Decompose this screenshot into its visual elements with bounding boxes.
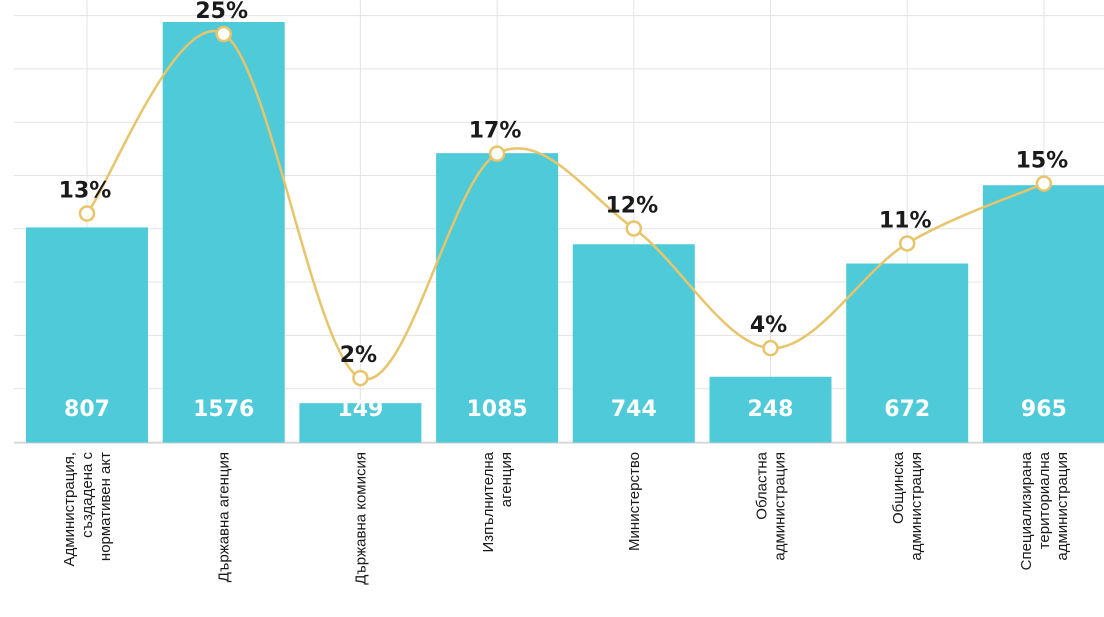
percentage-label: 12% [605,193,658,218]
bar [846,263,969,443]
labels: 807 13% 1576 25% 149 2% 1085 17% 744 12% 248 4% 672 1… [59,0,1069,422]
bar-value-label: 807 [64,397,110,422]
percentage-label: 15% [1016,149,1069,174]
percentage-label: 13% [59,179,112,204]
bar [436,153,559,443]
bar-value-label: 744 [611,397,657,422]
category-label: Министерство [626,452,643,551]
category-label: администрация [1054,452,1071,561]
category-label: Администрация, [61,452,78,566]
category-label: нормативен акт [97,452,114,561]
category-label: Държавна агенция [216,452,233,582]
line-point [898,235,916,252]
percentage-label: 17% [469,119,522,144]
line-point [78,205,96,222]
category-label: Общинска [890,451,907,524]
bar [982,185,1104,443]
category-label: създадена с [79,452,96,538]
bar-value-label: 1576 [193,397,254,422]
line-point [488,145,506,162]
bar [299,403,422,443]
category-label: Областна [754,451,771,519]
category-label: Специализирана [1018,451,1035,570]
bar [709,376,832,443]
line-point [625,220,643,237]
category-label: администрация [908,452,925,561]
percentage-label: 25% [195,0,248,24]
category-label: териториална [1036,451,1053,549]
bar-value-label: 965 [1021,397,1067,422]
percentage-label: 4% [750,313,787,338]
category-label: администрация [772,452,789,561]
bar-value-label: 149 [337,397,383,422]
category-label: Изпълнителна [480,451,497,552]
bars [14,22,1104,444]
line-point [762,339,779,357]
percentage-label: 11% [879,208,932,233]
category-label: Държавна комисия [352,452,369,585]
bar [162,22,285,443]
percentage-label: 2% [340,343,377,368]
line-point [1035,175,1053,192]
x-axis: Администрация, създадена с нормативен акт Д… [61,451,1071,584]
line-point [352,369,369,387]
bar [26,227,148,443]
category-label: агенция [498,452,515,507]
percentage-line [78,25,1053,387]
bar-value-label: 1085 [466,397,527,422]
bar [572,244,695,443]
line-point [215,25,232,43]
bar-value-label: 248 [748,397,794,422]
bar-value-label: 672 [884,397,930,422]
